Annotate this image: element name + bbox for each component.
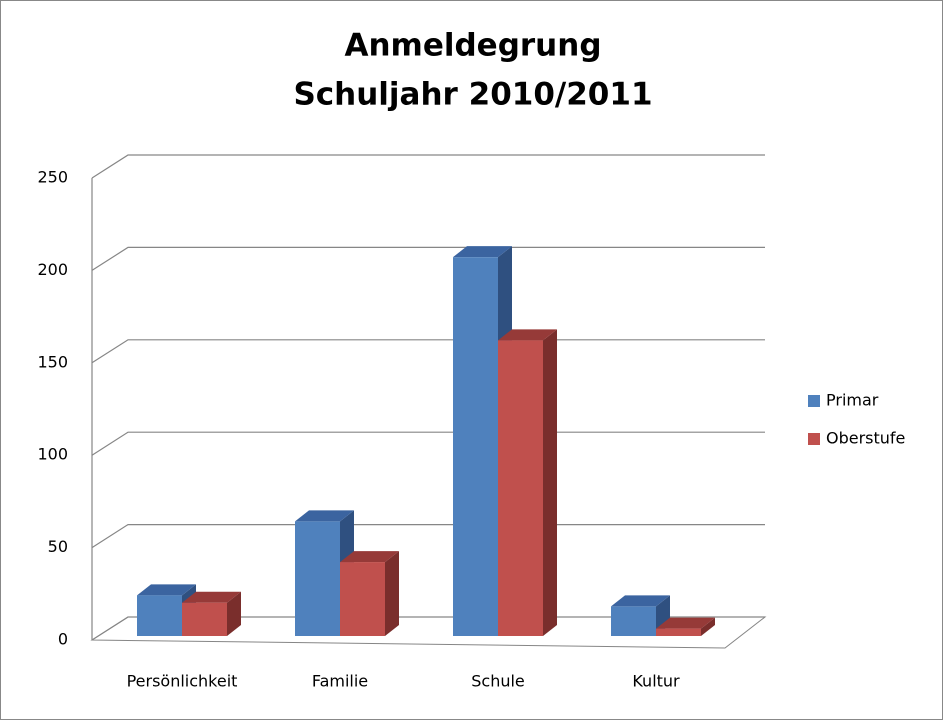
y-tick-label: 100 — [37, 445, 68, 464]
bar — [340, 551, 399, 636]
y-tick-label: 200 — [37, 260, 68, 279]
grid-line — [91, 246, 765, 271]
bar-face — [701, 617, 715, 636]
x-tick-label: Familie — [312, 672, 368, 691]
bar — [182, 591, 241, 636]
bar-face — [182, 591, 241, 603]
chart-title: Schuljahr 2010/2011 — [293, 77, 652, 113]
bar-face — [137, 584, 196, 596]
bar-face — [656, 617, 715, 629]
legend-swatch — [808, 395, 820, 407]
legend-label: Primar — [826, 391, 879, 410]
bar-face — [656, 628, 701, 636]
x-tick-label: Persönlichkeit — [127, 672, 238, 691]
bar-face — [227, 591, 241, 636]
bar-face — [137, 595, 182, 636]
bar-face — [295, 521, 340, 636]
bar-face — [182, 602, 227, 636]
legend-swatch — [808, 433, 820, 445]
bar-face — [340, 562, 385, 636]
y-tick-label: 0 — [58, 630, 68, 649]
grid-line — [91, 154, 765, 179]
bar-face — [498, 329, 557, 341]
y-tick-label: 250 — [37, 168, 68, 187]
bar-face — [385, 551, 399, 636]
bar-face — [611, 595, 670, 607]
bar-face — [453, 257, 498, 636]
bar-face — [498, 340, 543, 636]
x-tick-label: Schule — [471, 672, 525, 691]
bar-face — [340, 551, 399, 563]
y-tick-label: 50 — [48, 537, 68, 556]
bar-face — [453, 246, 512, 258]
bar-face — [295, 510, 354, 522]
x-tick-label: Kultur — [632, 672, 680, 691]
bar-face — [543, 329, 557, 636]
bar — [656, 617, 715, 636]
chart-title: Anmeldegrung — [344, 28, 601, 64]
y-tick-label: 150 — [37, 352, 68, 371]
bar-face — [611, 606, 656, 636]
legend-label: Oberstufe — [826, 429, 905, 448]
bar — [498, 329, 557, 636]
